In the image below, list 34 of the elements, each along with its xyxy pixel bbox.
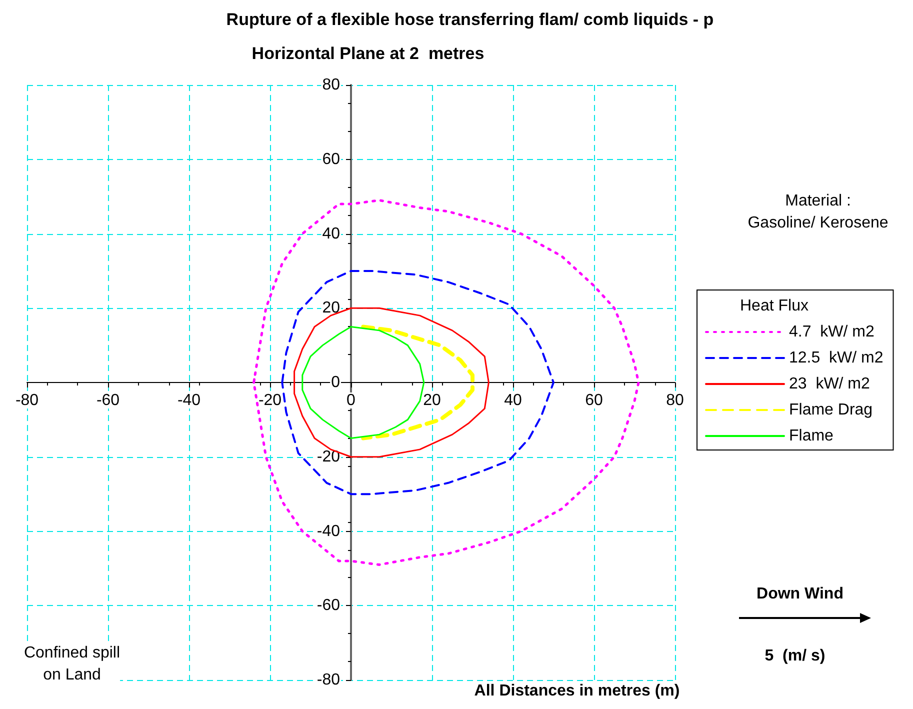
legend-label: 4.7 kW/ m2 <box>789 324 874 340</box>
y-tick-label: 40 <box>322 225 340 242</box>
y-tick-label: 20 <box>322 300 340 317</box>
y-tick-label: 80 <box>322 76 340 94</box>
x-tick-label: 0 <box>346 392 356 409</box>
legend-title: Heat Flux <box>740 298 808 314</box>
x-tick-label: 60 <box>585 392 603 409</box>
chart-title: Rupture of a flexible hose transferring flam/ comb liquids - p <box>226 10 714 29</box>
y-tick-label: 0 <box>331 374 340 391</box>
x-tick-label: -60 <box>96 392 120 409</box>
x-tick-label: -80 <box>15 392 39 409</box>
line-series <box>281 270 554 496</box>
text: Material : Gasoline/ Kerosene <box>748 192 888 232</box>
line-series <box>302 326 425 440</box>
text: Down Wind <box>756 586 844 602</box>
x-tick-label: 40 <box>504 392 522 409</box>
legend-label: 23 kW/ m2 <box>789 376 870 392</box>
annotation: Confined spill on Land <box>24 644 120 684</box>
x-axis-title: All Distances in metres (m) <box>474 682 680 700</box>
y-tick-label: 60 <box>322 150 340 168</box>
x-tick-label: -40 <box>177 392 201 409</box>
y-tick-label: -40 <box>316 522 340 540</box>
x-tick-label: 80 <box>666 392 684 409</box>
legend-label: 12.5 kW/ m2 <box>789 350 884 366</box>
x-tick-label: 20 <box>423 392 441 409</box>
legend-label: Flame <box>789 428 834 444</box>
line-series <box>252 199 640 566</box>
y-tick-label: -80 <box>316 672 340 688</box>
legend-label: Flame Drag <box>789 402 873 418</box>
chart-subtitle: Horizontal Plane at 2 metres <box>252 44 484 63</box>
text: 5 (m/ s) <box>764 648 826 664</box>
y-tick-label: -60 <box>316 597 340 614</box>
line-series <box>361 324 474 440</box>
x-tick-label: -20 <box>258 392 282 409</box>
